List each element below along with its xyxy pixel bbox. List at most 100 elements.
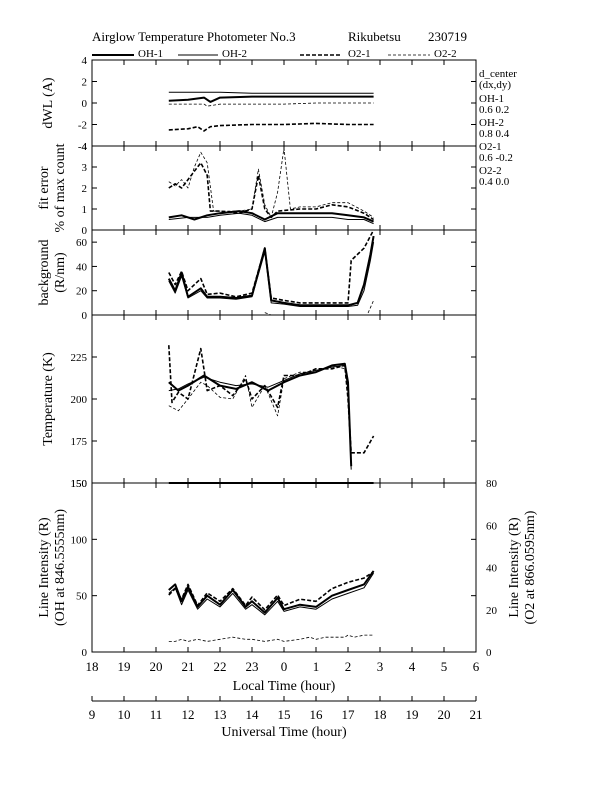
x-tick-label-ut: 20 (438, 707, 451, 722)
y2-tick-label: 60 (486, 520, 498, 532)
y-tick-label: 60 (76, 237, 88, 249)
series-line-o2-2 (168, 364, 345, 417)
x-tick-label-local: 23 (246, 659, 259, 674)
y-tick-label: 4 (82, 141, 88, 153)
y2-tick-label: 20 (486, 605, 498, 617)
x-tick-label-ut: 13 (214, 707, 227, 722)
series-line-o2-1 (168, 229, 375, 304)
y-axis-label: % of max count (53, 143, 68, 232)
x-tick-label-local: 18 (86, 659, 99, 674)
side-annotations: d_center(dx,dy)OH-10.6 0.2OH-20.8 0.4O2-… (479, 68, 517, 188)
side-note-line: 0.8 0.4 (479, 128, 510, 140)
side-note-line: d_center (479, 68, 517, 80)
y-tick-label: 150 (71, 478, 88, 490)
x-axis-label-local: Local Time (hour) (233, 679, 336, 694)
x-tick-label-local: 21 (182, 659, 195, 674)
x-tick-label-local: 5 (441, 659, 448, 674)
panel-frame (91, 314, 477, 484)
y-tick-label: -4 (78, 141, 88, 153)
y-axis-label: (R/nm) (53, 252, 68, 293)
y-axis-label: background (37, 239, 52, 305)
series-line-oh-1 (168, 570, 375, 614)
panel-temperature: 150 175 200 225 Temperature (K) (41, 314, 477, 490)
x-tick-label-local: 20 (150, 659, 163, 674)
y-tick-label: 40 (76, 261, 88, 273)
y-tick-label: 0 (82, 225, 88, 237)
side-note-line: 0.6 -0.2 (479, 152, 513, 164)
y-tick-label: 3 (82, 162, 88, 174)
y2-tick-label: 80 (486, 478, 498, 490)
panel-frame (91, 59, 477, 147)
y2-tick-label: 40 (486, 563, 498, 575)
side-note-line: (dx,dy) (479, 79, 511, 91)
y2-axis-label: (O2 at 866.0595nm) (523, 510, 538, 624)
series-line-o2-2 (168, 102, 374, 107)
legend: OH-1 OH-2 O2-1 O2-2 (92, 48, 457, 60)
x-axis-label-ut: Universal Time (hour) (221, 725, 347, 740)
chart-header: Airglow Temperature Photometer No.3 Riku… (92, 29, 467, 44)
date-code: 230719 (428, 29, 467, 44)
legend-label-o2-2: O2-2 (434, 48, 457, 60)
series-line-o2-1 (168, 122, 374, 132)
station-name: Rikubetsu (348, 29, 401, 44)
y-tick-label: 1 (82, 204, 88, 216)
x-tick-label-ut: 21 (470, 707, 483, 722)
side-note-line: O2-2 (479, 165, 502, 177)
x-tick-label-ut: 14 (246, 707, 260, 722)
y-axis-label: Line Intensity (R) (37, 517, 52, 618)
y-tick-label: 4 (82, 55, 88, 67)
x-tick-label-ut: 15 (278, 707, 291, 722)
y-tick-label: 0 (82, 98, 88, 110)
series-line-o2-1 (168, 571, 375, 611)
side-note-line: OH-1 (479, 93, 504, 105)
x-tick-label-local: 3 (377, 659, 384, 674)
series-line-oh-1 (168, 95, 374, 103)
side-note-line: O2-1 (479, 141, 502, 153)
x-tick-label-local: 2 (345, 659, 352, 674)
series-line-oh-2 (168, 364, 352, 470)
y-axis-label: Temperature (K) (41, 352, 56, 446)
legend-label-oh-2: OH-2 (222, 48, 247, 60)
series-line-oh-2 (168, 212, 374, 225)
x-tick-label-local: 22 (214, 659, 227, 674)
x-tick-label-local: 6 (473, 659, 480, 674)
x-tick-label-local: 1 (313, 659, 320, 674)
side-note-line: OH-2 (479, 117, 504, 129)
x-tick-label-ut: 9 (89, 707, 96, 722)
series-line-o2-1 (168, 162, 375, 221)
y-tick-label: 0 (82, 647, 88, 659)
x-tick-label-local: 4 (409, 659, 416, 674)
x-tick-label-ut: 12 (182, 707, 195, 722)
chart-title: Airglow Temperature Photometer No.3 (92, 29, 296, 44)
x-tick-label-ut: 19 (406, 707, 419, 722)
side-note-line: 0.4 0.0 (479, 176, 510, 188)
x-tick-label-local: 0 (281, 659, 288, 674)
series-line-o2-1 (168, 345, 375, 454)
series-line-oh-2 (168, 572, 375, 616)
y-tick-label: 0 (82, 310, 88, 322)
y-axis-label: fit error (37, 166, 52, 209)
y-tick-label: 150 (71, 478, 88, 490)
x-tick-label-local: 19 (118, 659, 131, 674)
legend-label-oh-1: OH-1 (138, 48, 163, 60)
y-tick-label: 225 (71, 352, 88, 364)
side-note-line: 0.6 0.2 (479, 104, 509, 116)
y-axis-label: dWL (A) (41, 77, 56, 129)
x-tick-label-ut: 11 (150, 707, 163, 722)
y2-axis-label: Line Intensity (R) (507, 517, 522, 618)
y-tick-label: 20 (76, 286, 88, 298)
legend-label-o2-1: O2-1 (348, 48, 371, 60)
y-tick-label: 2 (82, 183, 88, 195)
y-tick-label: -2 (78, 120, 87, 132)
y-tick-label: 2 (82, 77, 88, 89)
series-line-oh-1 (168, 210, 375, 223)
series-line-oh-1 (168, 362, 353, 467)
series-line-o2-2 (168, 634, 374, 642)
x-tick-label-ut: 18 (374, 707, 387, 722)
chart-panels: -4 -2 0 2 4 dWL (A) 0 1 2 3 4 fit error% of max cou… (37, 55, 538, 659)
panel-fit-error: 0 1 2 3 4 fit error% of max count (37, 141, 477, 237)
panel-dwl: -4 -2 0 2 4 dWL (A) (41, 55, 477, 153)
